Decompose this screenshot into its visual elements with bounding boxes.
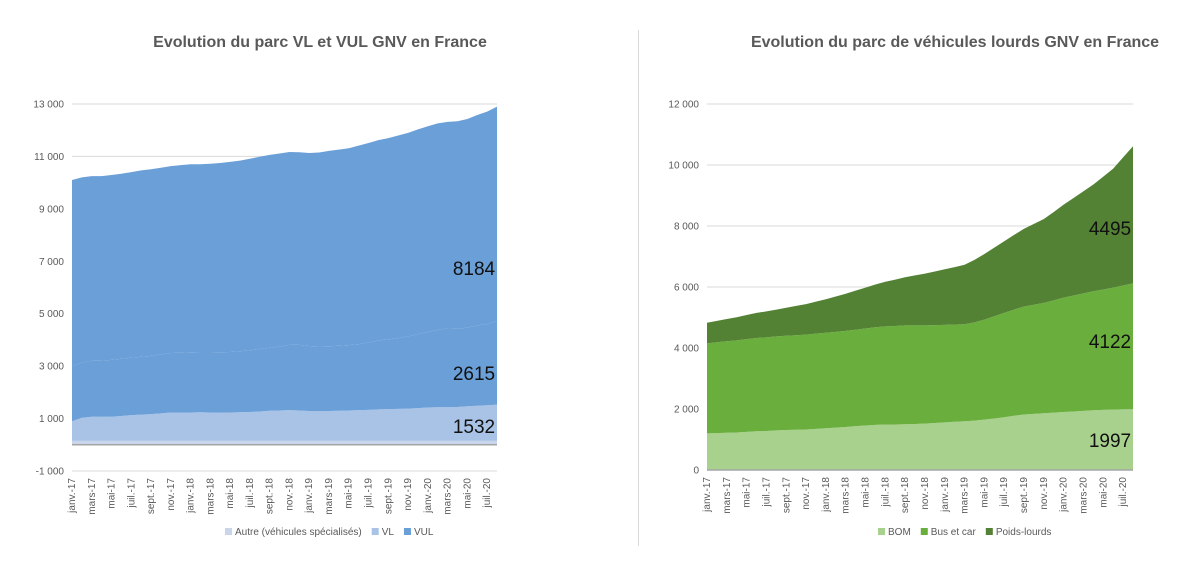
x-tick-label: sept.-18 bbox=[900, 477, 911, 514]
x-tick-label: mai-18 bbox=[225, 478, 236, 509]
area-series bbox=[72, 106, 497, 446]
x-tick-label: mars-20 bbox=[443, 478, 454, 515]
x-tick-label: mars-18 bbox=[205, 478, 216, 515]
y-tick-label: 0 bbox=[693, 466, 699, 477]
data-label-bus-et-car: 4122 bbox=[1089, 332, 1131, 353]
x-tick-label: juil.-20 bbox=[482, 478, 493, 509]
x-tick-label: juil.-20 bbox=[1118, 477, 1129, 508]
x-axis-ticks: janv.-17 mars-17 mai-17 juil.-17 sept.-17 nov… bbox=[67, 478, 493, 515]
x-tick-label: mai-17 bbox=[107, 478, 118, 509]
legend-label: Poids-lourds bbox=[996, 527, 1052, 538]
y-tick-label: 11 000 bbox=[34, 152, 64, 163]
x-tick-label: janv.-20 bbox=[1059, 477, 1070, 513]
x-axis-ticks: janv.-17 mars-17 mai-17 juil.-17 sept.-17 nov… bbox=[702, 477, 1129, 514]
x-tick-label: nov.-18 bbox=[920, 477, 931, 510]
x-tick-label: mai-20 bbox=[1098, 477, 1109, 508]
x-tick-label: mars-19 bbox=[324, 478, 335, 515]
x-tick-label: mars-19 bbox=[960, 477, 971, 514]
chart-vl-vul: Evolution du parc VL et VUL GNV en Franc… bbox=[33, 34, 497, 538]
x-tick-label: mai-19 bbox=[979, 477, 990, 508]
area-series bbox=[707, 146, 1133, 471]
x-tick-label: sept.-17 bbox=[781, 477, 792, 514]
y-tick-label: 8 000 bbox=[674, 222, 699, 233]
x-tick-label: janv.-17 bbox=[702, 477, 713, 513]
x-tick-label: janv.-17 bbox=[67, 478, 78, 514]
x-tick-label: juil.-17 bbox=[126, 478, 137, 509]
data-label-vl: 2615 bbox=[453, 364, 495, 385]
legend-swatch bbox=[985, 528, 993, 535]
legend-swatch bbox=[371, 528, 379, 535]
data-label-vul: 8184 bbox=[453, 259, 496, 280]
legend-swatch bbox=[878, 528, 885, 535]
x-tick-label: mai-17 bbox=[742, 477, 753, 508]
data-label-bom: 1997 bbox=[1089, 431, 1131, 452]
y-axis-ticks: 0 2 000 4 000 6 000 8 000 10 000 12 000 bbox=[668, 100, 699, 477]
x-tick-label: sept.-19 bbox=[383, 478, 394, 515]
x-tick-label: juil.-19 bbox=[999, 477, 1010, 508]
area-vul bbox=[72, 321, 497, 422]
x-tick-label: juil.-18 bbox=[245, 478, 256, 509]
x-tick-label: mars-17 bbox=[87, 478, 98, 515]
y-tick-label: 10 000 bbox=[668, 161, 699, 172]
y-tick-label: 12 000 bbox=[668, 100, 699, 111]
x-tick-label: sept.-17 bbox=[146, 478, 157, 515]
legend-label: VUL bbox=[414, 527, 434, 538]
y-tick-label: 13 000 bbox=[33, 100, 64, 111]
y-tick-label: 1 000 bbox=[39, 414, 64, 425]
legend-label: VL bbox=[382, 527, 395, 538]
x-tick-label: janv.-20 bbox=[423, 478, 434, 514]
x-tick-label: mai-20 bbox=[462, 478, 473, 509]
legend-swatch bbox=[920, 528, 928, 535]
y-tick-label: 9 000 bbox=[39, 204, 64, 215]
legend-label: BOM bbox=[888, 527, 911, 538]
chart-title: Evolution du parc de véhicules lourds GN… bbox=[751, 34, 1159, 51]
legend-swatch bbox=[225, 528, 232, 535]
chart-vehicules-lourds: Evolution du parc de véhicules lourds GN… bbox=[668, 34, 1159, 538]
x-tick-label: mai-19 bbox=[344, 478, 355, 509]
x-tick-label: mars-17 bbox=[722, 477, 733, 514]
x-tick-label: juil.-18 bbox=[880, 477, 891, 508]
y-tick-label: 2 000 bbox=[674, 405, 699, 416]
area-poids-lourds bbox=[707, 146, 1133, 344]
y-tick-label: 5 000 bbox=[39, 309, 64, 320]
x-tick-label: janv.-19 bbox=[940, 477, 951, 513]
y-tick-label: 7 000 bbox=[39, 257, 64, 268]
chart-title: Evolution du parc VL et VUL GNV en Franc… bbox=[153, 34, 487, 51]
area-vl bbox=[72, 404, 497, 441]
x-tick-label: janv.-19 bbox=[304, 478, 315, 514]
y-tick-label: 6 000 bbox=[674, 283, 699, 294]
legend: Autre (véhicules spécialisés) VL VUL bbox=[225, 527, 434, 538]
data-label-autre: 1532 bbox=[453, 417, 495, 438]
area-bus-et-car bbox=[707, 283, 1133, 434]
x-tick-label: janv.-18 bbox=[821, 477, 832, 513]
x-tick-label: nov.-19 bbox=[403, 478, 414, 511]
y-tick-label: 4 000 bbox=[674, 344, 699, 355]
x-tick-label: janv.-18 bbox=[186, 478, 197, 514]
legend: BOM Bus et car Poids-lourds bbox=[878, 527, 1051, 538]
y-tick-label: 3 000 bbox=[39, 362, 64, 373]
x-tick-label: nov.-17 bbox=[166, 478, 177, 511]
legend-label: Bus et car bbox=[931, 527, 977, 538]
area-bom bbox=[707, 409, 1133, 470]
x-tick-label: mars-18 bbox=[841, 477, 852, 514]
legend-swatch bbox=[403, 528, 411, 535]
y-tick-label: -1 000 bbox=[36, 467, 65, 478]
y-axis-ticks: -1 000 1 000 3 000 5 000 7 000 9 000 11 000 13 … bbox=[33, 100, 64, 478]
x-tick-label: nov.-17 bbox=[801, 477, 812, 510]
x-tick-label: juil.-17 bbox=[761, 477, 772, 508]
x-tick-label: sept.-18 bbox=[265, 478, 276, 515]
x-tick-label: nov.-18 bbox=[284, 478, 295, 511]
legend-label: Autre (véhicules spécialisés) bbox=[235, 527, 362, 538]
x-tick-label: nov.-19 bbox=[1039, 477, 1050, 510]
x-tick-label: sept.-19 bbox=[1019, 477, 1030, 514]
x-tick-label: mai-18 bbox=[861, 477, 872, 508]
x-tick-label: juil.-19 bbox=[364, 478, 375, 509]
area-autre-v-hicules-sp-cialis-s bbox=[72, 440, 497, 445]
area-series-3 bbox=[72, 106, 497, 367]
data-label-poids-lourds: 4495 bbox=[1089, 219, 1131, 240]
x-tick-label: mars-20 bbox=[1078, 477, 1089, 514]
